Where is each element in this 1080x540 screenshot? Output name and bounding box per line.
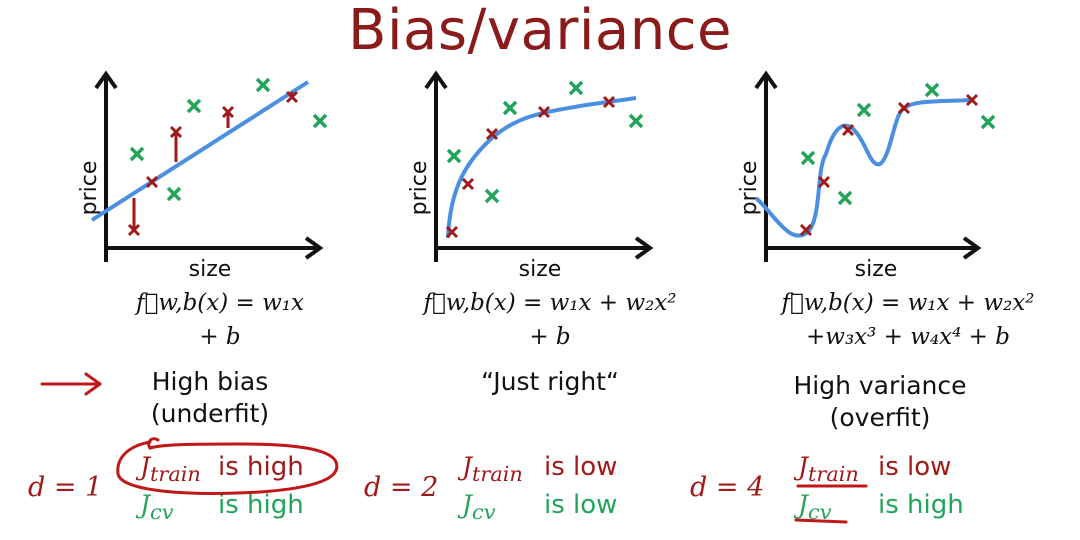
x-axis — [766, 236, 982, 260]
x-axis — [106, 236, 324, 260]
formula-line2: +w₃x³ + w₄x⁴ + b — [806, 324, 1010, 350]
label-line1: High bias — [151, 367, 269, 396]
j-train-term: Jtrain — [462, 452, 523, 486]
x-axis-label: size — [854, 257, 898, 282]
circle-annotation — [116, 437, 339, 495]
j-subscript: train — [472, 462, 523, 486]
error-bars — [132, 92, 294, 228]
label-line2: (overfit) — [829, 403, 931, 432]
degree-label-1: d = 1 — [28, 472, 103, 503]
j-train-status: is low — [544, 452, 618, 482]
j-symbol: J — [140, 452, 151, 481]
j-symbol: J — [140, 490, 151, 519]
plot-just-right: price — [407, 70, 654, 262]
y-axis-label: price — [77, 161, 102, 216]
j-subscript: train — [808, 462, 859, 486]
j-subscript: cv — [472, 500, 496, 524]
j-subscript: cv — [150, 500, 174, 524]
cv-points — [800, 82, 996, 206]
label-high-variance: High variance (overfit) — [760, 370, 1000, 434]
plot-high-variance: price — [737, 70, 996, 262]
label-line1: High variance — [793, 371, 967, 400]
j-symbol: J — [798, 490, 809, 519]
label-high-bias: High bias (underfit) — [110, 366, 310, 430]
y-axis — [424, 70, 448, 262]
train-points — [445, 95, 616, 239]
formula-line2: + b — [199, 324, 241, 350]
j-cv-status: is high — [218, 490, 304, 520]
x-axis — [436, 236, 654, 260]
train-points — [127, 90, 299, 237]
x-axis-label: size — [518, 257, 562, 282]
j-symbol: J — [462, 452, 473, 481]
j-train-term: Jtrain — [140, 452, 201, 486]
j-cv-term: Jcv — [798, 490, 831, 524]
label-line1: “Just right“ — [481, 367, 619, 396]
formula-line2: + b — [529, 324, 571, 350]
formula-line1: f⃗w,b(x) = w₁x + w₂x² — [781, 290, 1035, 316]
formula-high-bias: f⃗w,b(x) = w₁x + b — [90, 286, 350, 354]
y-axis-label: price — [737, 161, 762, 216]
j-train-status: is low — [878, 452, 952, 482]
formula-high-variance: f⃗w,b(x) = w₁x + w₂x² +w₃x³ + w₄x⁴ + b — [748, 286, 1068, 354]
formula-line1: f⃗w,b(x) = w₁x + w₂x² — [423, 290, 677, 316]
j-symbol: J — [462, 490, 473, 519]
y-axis-label: price — [407, 161, 432, 216]
train-points — [799, 93, 979, 237]
y-axis — [754, 70, 778, 262]
fit-line — [90, 80, 310, 222]
cv-points — [129, 77, 328, 202]
x-axis-label: size — [188, 257, 232, 282]
y-axis — [94, 70, 118, 262]
j-symbol: J — [798, 452, 809, 481]
j-train-status: is high — [218, 452, 304, 482]
j-cv-term: Jcv — [140, 490, 173, 524]
j-cv-term: Jcv — [462, 490, 495, 524]
degree-label-4: d = 4 — [690, 472, 765, 503]
plot-high-bias: price — [77, 70, 328, 262]
cv-points — [446, 80, 644, 204]
j-cv-status: is high — [878, 490, 964, 520]
label-line2: (underfit) — [150, 399, 270, 428]
j-subscript: cv — [808, 500, 832, 524]
label-just-right: “Just right“ — [430, 366, 670, 398]
j-cv-status: is low — [544, 490, 618, 520]
formula-line1: f⃗w,b(x) = w₁x — [136, 290, 304, 316]
underline-j-cv — [794, 518, 848, 524]
formula-just-right: f⃗w,b(x) = w₁x + w₂x² + b — [390, 286, 710, 354]
pointer-arrow-icon — [40, 372, 102, 396]
degree-label-2: d = 2 — [364, 472, 439, 503]
j-train-term: Jtrain — [798, 452, 859, 486]
j-subscript: train — [150, 462, 201, 486]
page-title: Bias/variance — [348, 0, 732, 63]
